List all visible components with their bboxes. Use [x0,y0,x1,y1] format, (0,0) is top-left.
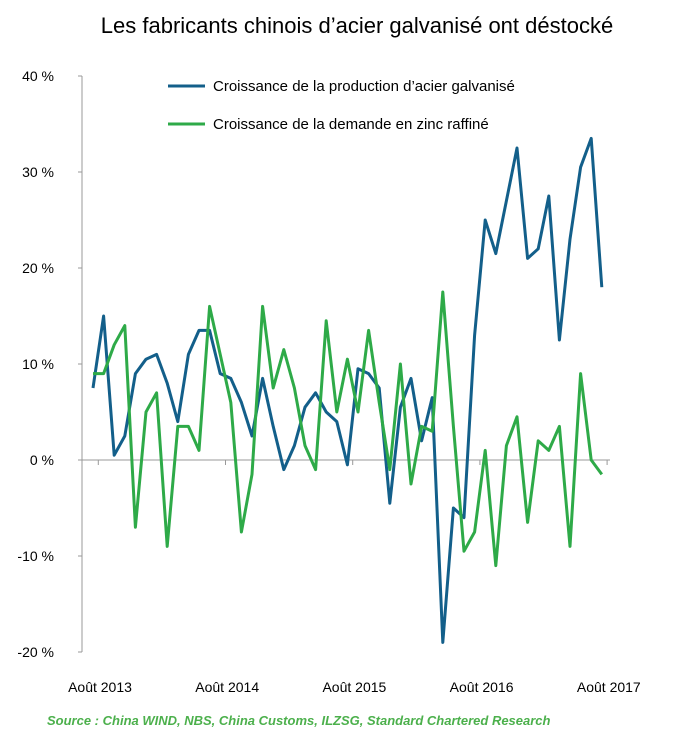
y-tick-label: -10 % [17,548,54,564]
x-tick-label: Août 2014 [195,679,259,695]
y-tick-label: -20 % [17,644,54,660]
chart-title: Les fabricants chinois d’acier galvanisé… [101,13,613,38]
series-line-demand [93,290,604,568]
legend-label-production: Croissance de la production d’acier galv… [213,78,515,95]
series-line-production [91,136,604,644]
y-tick-label: 0 % [30,452,54,468]
legend-label-demand: Croissance de la demande en zinc raffiné [213,116,489,133]
source-note: Source : China WIND, NBS, China Customs,… [47,713,551,728]
x-tick-label: Août 2016 [450,679,514,695]
y-tick-label: 40 % [22,68,54,84]
y-tick-label: 20 % [22,260,54,276]
x-tick-label: Août 2017 [577,679,641,695]
x-tick-label: Août 2015 [322,679,386,695]
y-tick-label: 10 % [22,356,54,372]
y-tick-label: 30 % [22,164,54,180]
x-tick-label: Août 2013 [68,679,132,695]
legend: Croissance de la production d’acier galv… [168,78,515,133]
